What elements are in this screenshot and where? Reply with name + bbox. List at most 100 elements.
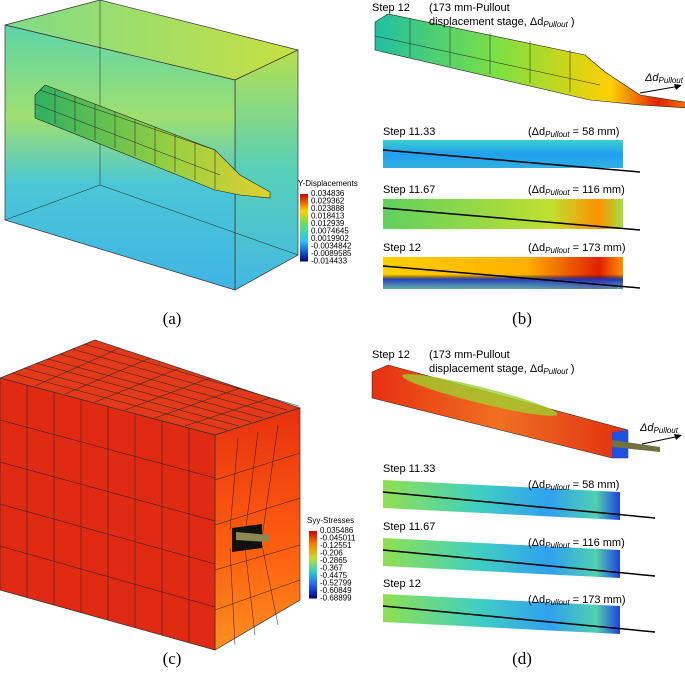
- panel-a: [4, 0, 300, 291]
- legend-title: Y-Displacements: [298, 179, 358, 188]
- header-line-part: displacement stage, Δd: [429, 16, 543, 28]
- arrow-label-part: Pullout: [654, 426, 679, 435]
- caption: (c): [163, 649, 182, 668]
- panel-d: [371, 364, 682, 634]
- step-label: Step 11.67: [383, 184, 435, 196]
- pullout-label: (ΔdPullout = 116 mm): [528, 537, 625, 550]
- arrow-head: [674, 84, 682, 90]
- legend-label: -0.014433: [311, 257, 348, 266]
- caption: (a): [163, 309, 182, 328]
- mesh: [0, 343, 301, 646]
- legend-label: -0.60849: [320, 586, 352, 595]
- caption: (b): [512, 309, 532, 328]
- panel-b: [374, 13, 685, 289]
- legend-label: 0.0019902: [311, 234, 349, 243]
- pullout-label: (ΔdPullout = 58 mm): [528, 126, 619, 139]
- header-line: (173 mm-Pullout: [429, 349, 510, 361]
- panel-c: [0, 339, 302, 651]
- pullout-label-part: Pullout: [545, 483, 570, 492]
- arrow-head: [674, 434, 682, 440]
- contour: [402, 374, 558, 416]
- pullout-label-part: Pullout: [545, 188, 570, 197]
- pullout-label: (ΔdPullout = 58 mm): [528, 479, 619, 492]
- legend-label: -0.206: [320, 549, 343, 558]
- bar-line: [382, 149, 641, 173]
- header-line-part: Pullout: [543, 20, 568, 29]
- header-line-part: ): [568, 363, 575, 375]
- pullout-label-part: = 58 mm): [570, 126, 620, 138]
- step-label: Step 11.67: [383, 521, 435, 533]
- pullout-label-part: (Δd: [528, 184, 545, 196]
- legend-label: -0.4475: [320, 571, 348, 580]
- bar-line: [382, 605, 656, 633]
- legend-label: -0.12551: [320, 541, 352, 550]
- pullout-label-part: (Δd: [528, 594, 545, 606]
- arrow-label: ΔdPullout: [644, 72, 684, 85]
- legend-label: 0.023888: [311, 204, 345, 213]
- header-line: displacement stage, ΔdPullout ): [429, 363, 575, 376]
- pullout-label-part: Pullout: [545, 130, 570, 139]
- pullout-label-part: = 173 mm): [570, 594, 626, 606]
- legend-label: -0.045011: [320, 534, 356, 543]
- bar-line: [382, 549, 656, 577]
- box-side: [234, 49, 299, 291]
- legend-label: -0.0089585: [311, 249, 352, 258]
- mesh: [374, 18, 601, 92]
- mesh: [34, 89, 221, 189]
- strip: [383, 199, 623, 229]
- header-line-part: displacement stage, Δd: [429, 363, 543, 375]
- legend-label: 0.0074645: [311, 227, 349, 236]
- pullout-label-part: Pullout: [545, 246, 570, 255]
- pullout-label-part: (Δd: [528, 537, 545, 549]
- legend-label: -0.367: [320, 564, 343, 573]
- hidden-edge: [4, 184, 101, 221]
- pullout-label-part: = 58 mm): [570, 479, 620, 491]
- bar-line: [382, 491, 656, 519]
- pullout-label: (ΔdPullout = 173 mm): [528, 242, 626, 255]
- colorbar: [300, 194, 308, 262]
- legend-label: -0.0034842: [311, 242, 352, 251]
- strip: [383, 594, 620, 634]
- arrow-label-part: Δd: [644, 72, 659, 84]
- header-line-part: ): [568, 16, 575, 28]
- header-line-part: Pullout: [543, 367, 568, 376]
- bar-line: [382, 265, 641, 289]
- legend-label: 0.018413: [311, 212, 345, 221]
- steel-bar: [34, 84, 271, 199]
- legend-label: 0.035486: [320, 526, 354, 535]
- pullout-label-part: = 173 mm): [570, 242, 626, 254]
- pullout-label-part: = 116 mm): [570, 184, 625, 196]
- header-line: (173 mm-Pullout: [429, 2, 510, 14]
- pullout-label-part: Pullout: [545, 541, 570, 550]
- legend-label: -0.2865: [320, 556, 348, 565]
- legend-label: 0.012939: [311, 219, 345, 228]
- bar-end: [236, 532, 270, 542]
- arrow: [641, 435, 681, 445]
- caption: (d): [512, 649, 532, 668]
- step-label: Step 11.33: [383, 126, 435, 138]
- legend-label: 0.034836: [311, 189, 345, 198]
- box-front: [4, 24, 236, 291]
- pullout-label-part: = 116 mm): [570, 537, 625, 549]
- step-label: Step 12: [383, 578, 421, 590]
- pullout-label-part: Pullout: [545, 598, 570, 607]
- legend-label: -0.68899: [320, 594, 352, 603]
- pullout-label-part: (Δd: [528, 242, 545, 254]
- step-label: Step 12: [372, 349, 410, 361]
- strip: [383, 538, 620, 578]
- pullout-label: (ΔdPullout = 173 mm): [528, 594, 626, 607]
- pullout-label: (ΔdPullout = 116 mm): [528, 184, 625, 197]
- arrow-label: ΔdPullout: [639, 422, 679, 435]
- arrow: [639, 85, 681, 94]
- step-label: Step 12: [383, 242, 421, 254]
- arrow-label-part: Pullout: [659, 76, 684, 85]
- colorbar: [309, 531, 317, 599]
- legend-label: 0.029362: [311, 197, 345, 206]
- arrow-label-part: Δd: [639, 422, 654, 434]
- header-line: displacement stage, ΔdPullout ): [429, 16, 575, 29]
- bar-end: [612, 440, 660, 452]
- bar-line: [382, 207, 641, 231]
- legend-title: Syy-Stresses: [307, 516, 354, 525]
- step-label: Step 12: [372, 2, 410, 14]
